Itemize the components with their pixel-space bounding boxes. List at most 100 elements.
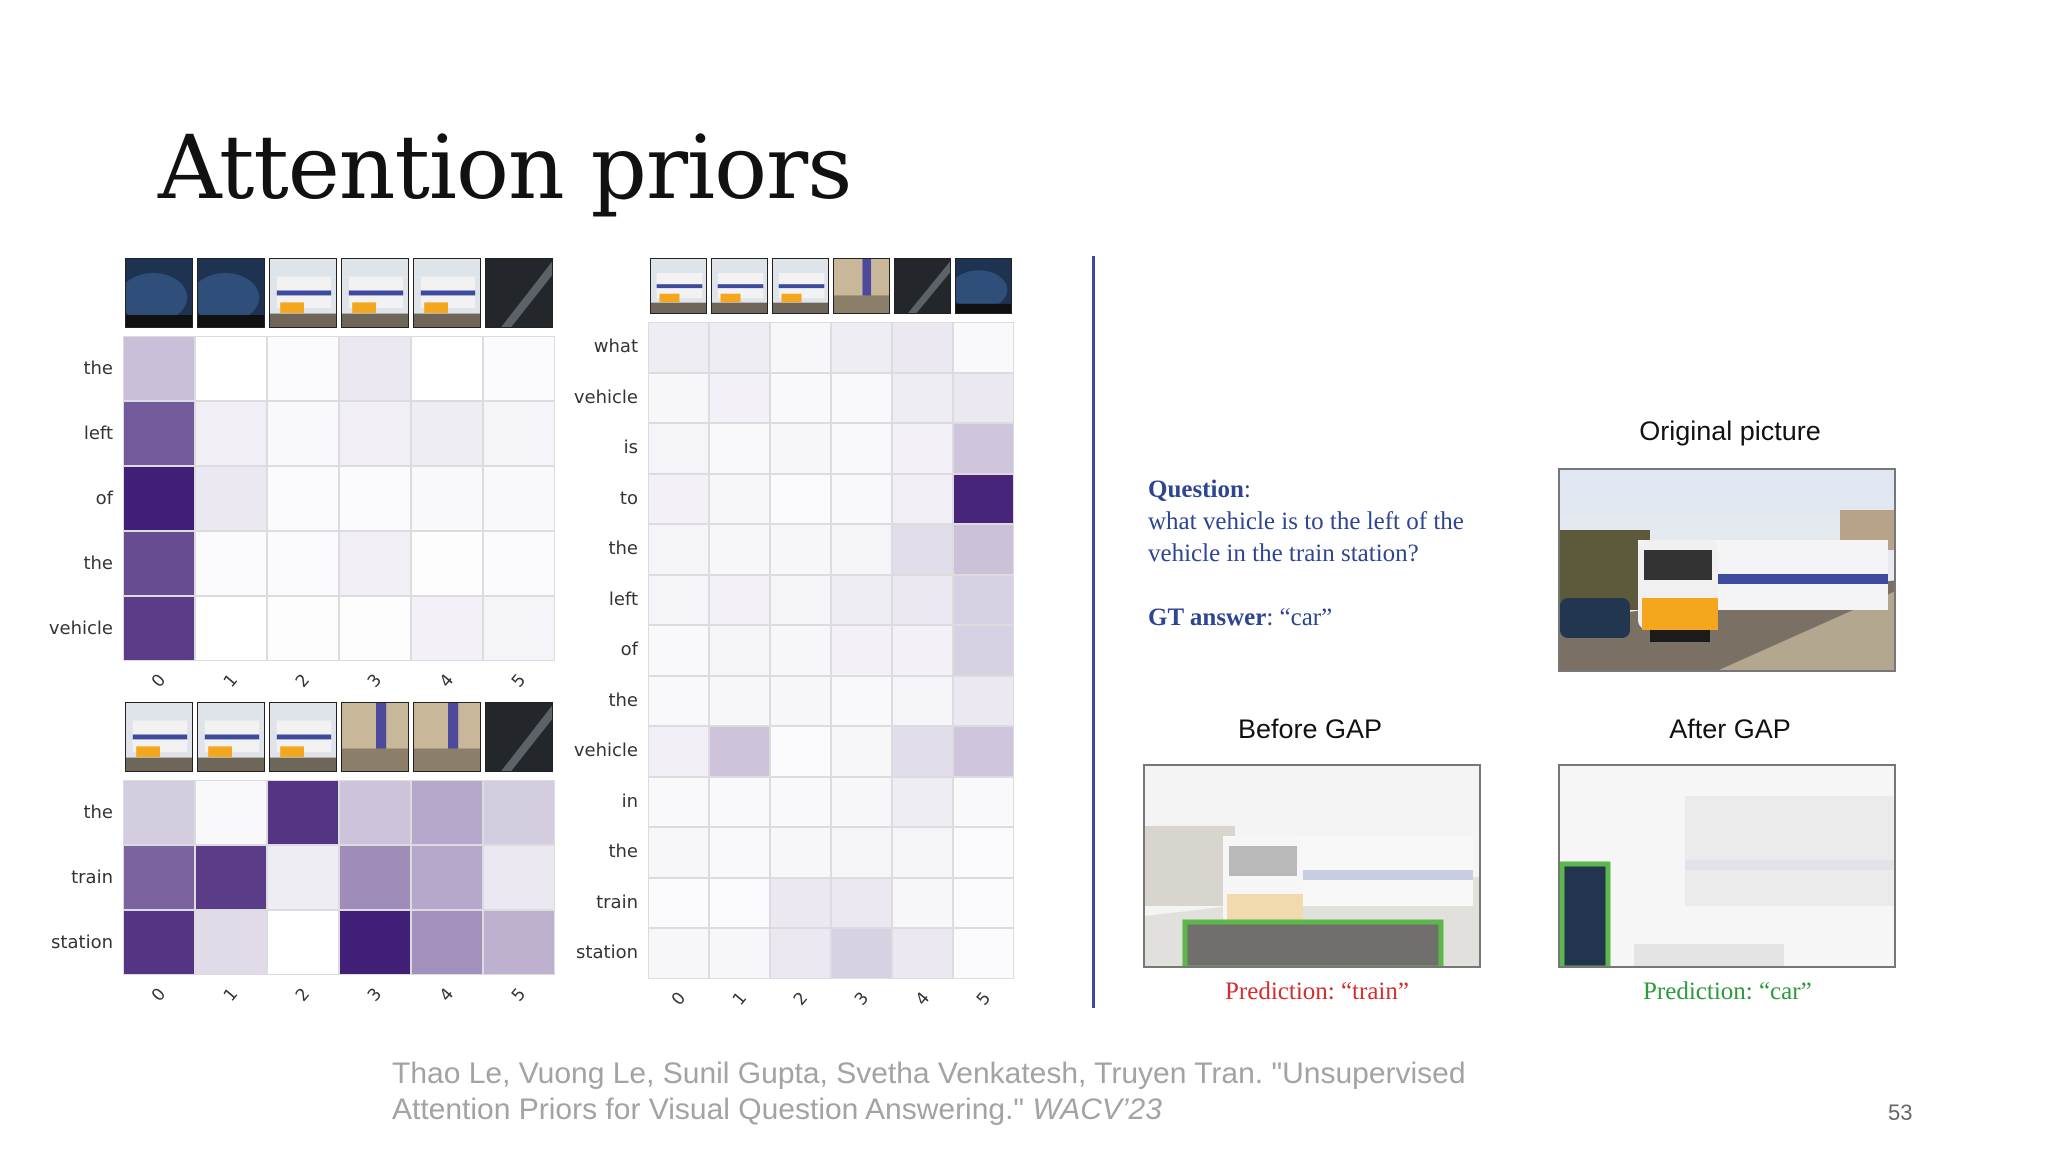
- heatmap-cell: [953, 928, 1014, 979]
- heatmap-cell: [709, 372, 770, 423]
- heatmap-cell: [267, 466, 339, 531]
- heatmap-cell: [339, 845, 411, 910]
- patch-thumbnail: [125, 702, 193, 772]
- heatmap-cell: [892, 776, 953, 827]
- heatmap-row-label: left: [83, 422, 113, 444]
- heatmap-cell: [267, 596, 339, 661]
- heatmap-cell: [195, 780, 267, 845]
- heatmap-cell: [831, 524, 892, 575]
- patch-thumbnail: [894, 258, 951, 314]
- heatmap-cell: [267, 910, 339, 975]
- patch-thumbnail: [269, 702, 337, 772]
- heatmap-cell: [770, 423, 831, 474]
- heatmap-cell: [831, 322, 892, 373]
- prediction-before: Prediction: “train”: [1225, 978, 1409, 1005]
- heatmap-cell: [123, 466, 195, 531]
- original-picture: [1558, 468, 1896, 672]
- heatmap-cell: [267, 780, 339, 845]
- heatmap-cell: [648, 776, 709, 827]
- patch-thumbnail: [341, 258, 409, 328]
- citation: Thao Le, Vuong Le, Sunil Gupta, Svetha V…: [392, 1056, 1542, 1128]
- heatmap-cell: [195, 531, 267, 596]
- heatmap-cell: [770, 625, 831, 676]
- patch-thumbnail: [772, 258, 829, 314]
- heatmap-cell: [483, 531, 555, 596]
- heatmap-col-label: 1: [219, 670, 243, 692]
- heatmap-cell: [709, 574, 770, 625]
- heatmap-row-label: in: [621, 790, 638, 812]
- gt-answer-value: : “car”: [1266, 604, 1333, 631]
- heatmap-row-label: the: [83, 357, 113, 379]
- before-gap-title: Before GAP: [1237, 714, 1383, 744]
- heatmap-cell: [892, 322, 953, 373]
- heatmap-col-label: 2: [291, 670, 315, 692]
- question-text: what vehicle is to the left of the vehic…: [1148, 508, 1464, 567]
- heatmap-cell: [411, 910, 483, 975]
- heatmap-col-label: 4: [911, 987, 934, 1010]
- heatmap-cell: [709, 827, 770, 878]
- heatmap-cell: [892, 473, 953, 524]
- heatmap-cell: [953, 675, 1014, 726]
- heatmap-cell: [648, 877, 709, 928]
- heatmap-cell: [411, 780, 483, 845]
- heatmap-cell: [339, 531, 411, 596]
- after-gap-picture: [1558, 764, 1896, 968]
- heatmap-cell: [339, 466, 411, 531]
- patch-thumbnail: [269, 258, 337, 328]
- heatmap-cell: [195, 336, 267, 401]
- heatmap-cell: [831, 423, 892, 474]
- heatmap-cell: [953, 776, 1014, 827]
- heatmap-cell: [648, 827, 709, 878]
- patch-thumbnail: [413, 702, 481, 772]
- heatmap-cell: [123, 531, 195, 596]
- heatmap-cell: [953, 726, 1014, 777]
- heatmap-col-label: 0: [667, 987, 690, 1010]
- heatmap-cell: [831, 473, 892, 524]
- heatmap-cell: [648, 675, 709, 726]
- heatmap-cell: [953, 372, 1014, 423]
- heatmap-cell: [892, 827, 953, 878]
- heatmap-row-label: the: [608, 689, 638, 711]
- heatmap-row-label: train: [71, 866, 113, 888]
- heatmap-cell: [953, 473, 1014, 524]
- heatmap-cell: [195, 596, 267, 661]
- heatmap-cell: [648, 726, 709, 777]
- question-block: Question: what vehicle is to the left of…: [1148, 474, 1528, 634]
- heatmap-cell: [953, 574, 1014, 625]
- prediction-after: Prediction: “car”: [1643, 978, 1812, 1005]
- heatmap-cell: [770, 776, 831, 827]
- heatmap-row-label: the: [83, 801, 113, 823]
- heatmap-cell: [648, 524, 709, 575]
- heatmap-col-label: 5: [507, 984, 531, 1006]
- heatmap-cell: [411, 596, 483, 661]
- heatmap-cell: [648, 473, 709, 524]
- heatmap-cell: [892, 524, 953, 575]
- question-colon: :: [1243, 476, 1251, 503]
- heatmap-col-label: 1: [728, 987, 751, 1010]
- heatmap-cell: [892, 625, 953, 676]
- heatmap-cell: [770, 877, 831, 928]
- heatmap-row-label: station: [576, 942, 638, 964]
- patch-thumbnail: [197, 702, 265, 772]
- heatmap-cell: [339, 336, 411, 401]
- heatmap-cell: [831, 776, 892, 827]
- heatmap-row-label: vehicle: [573, 740, 638, 762]
- heatmap-col-label: 5: [972, 987, 995, 1010]
- citation-text: Thao Le, Vuong Le, Sunil Gupta, Svetha V…: [392, 1057, 1466, 1126]
- patch-thumbnail: [955, 258, 1012, 314]
- heatmap-cell: [648, 322, 709, 373]
- heatmap-col-label: 0: [147, 670, 171, 692]
- heatmap-row-label: what: [593, 336, 638, 358]
- heatmap-cell: [770, 322, 831, 373]
- heatmap-cell: [483, 845, 555, 910]
- heatmap-row-label: vehicle: [573, 386, 638, 408]
- heatmap-cell: [339, 596, 411, 661]
- heatmap-cell: [123, 910, 195, 975]
- heatmap-row-label: of: [620, 639, 638, 661]
- heatmap-row-label: of: [95, 487, 113, 509]
- heatmap-cell: [953, 322, 1014, 373]
- heatmap-row-label: left: [608, 588, 638, 610]
- heatmap-cell: [892, 928, 953, 979]
- heatmap-col-label: 3: [850, 987, 873, 1010]
- heatmap-cell: [831, 877, 892, 928]
